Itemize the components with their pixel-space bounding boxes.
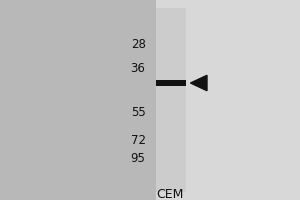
Text: 72: 72 xyxy=(130,134,146,148)
Bar xyxy=(0,0,156,200)
Bar xyxy=(156,0,300,200)
Bar xyxy=(156,80,186,86)
Bar xyxy=(156,8,186,192)
Polygon shape xyxy=(190,75,207,91)
Text: 36: 36 xyxy=(130,62,146,74)
Text: CEM: CEM xyxy=(156,188,183,200)
Text: 28: 28 xyxy=(130,38,146,51)
Text: 95: 95 xyxy=(130,152,146,164)
Text: 55: 55 xyxy=(131,106,146,119)
